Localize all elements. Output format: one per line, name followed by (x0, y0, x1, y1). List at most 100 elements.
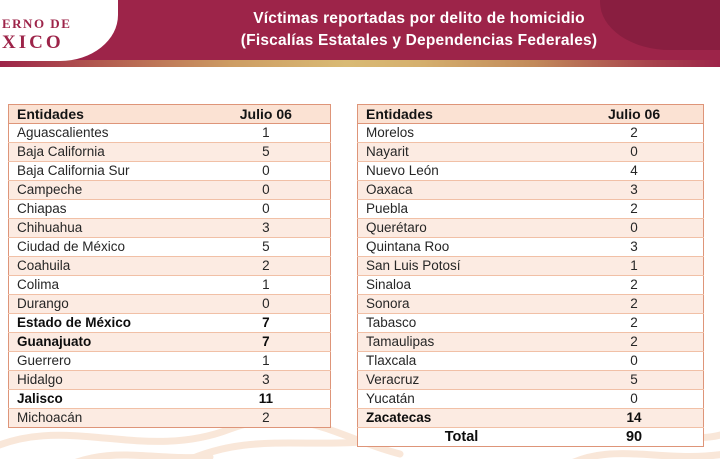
entity-cell: Chihuahua (8, 218, 202, 238)
value-cell: 11 (201, 389, 331, 409)
entity-cell: Colima (8, 275, 202, 295)
value-cell: 0 (201, 180, 331, 200)
entity-cell: Hidalgo (8, 370, 202, 390)
page-title: Víctimas reportadas por delito de homici… (130, 0, 708, 60)
entity-cell: Baja California (8, 142, 202, 162)
logo-text-line2: XICO (2, 32, 64, 53)
table-row: Tamaulipas 2 (357, 332, 704, 352)
table-row: Campeche 0 (8, 180, 331, 200)
entity-cell: Yucatán (357, 389, 566, 409)
entity-cell: Chiapas (8, 199, 202, 219)
value-cell: 0 (565, 389, 704, 409)
table-row: San Luis Potosí 1 (357, 256, 704, 276)
value-cell: 0 (565, 218, 704, 238)
column-header-julio06: Julio 06 (565, 104, 704, 124)
table-row: Ciudad de México 5 (8, 237, 331, 257)
header-banner: Víctimas reportadas por delito de homici… (0, 0, 720, 61)
table-row: Aguascalientes 1 (8, 123, 331, 143)
value-cell: 0 (201, 161, 331, 181)
value-cell: 5 (201, 237, 331, 257)
entity-cell: Baja California Sur (8, 161, 202, 181)
table-row: Oaxaca 3 (357, 180, 704, 200)
value-cell: 1 (201, 123, 331, 143)
value-cell: 5 (201, 142, 331, 162)
value-cell: 14 (565, 408, 704, 428)
table-row: Chiapas 0 (8, 199, 331, 219)
table-row: Quintana Roo 3 (357, 237, 704, 257)
value-cell: 3 (201, 370, 331, 390)
table-row: Sinaloa 2 (357, 275, 704, 295)
gobierno-de-mexico-logo: ERNO DE XICO (0, 0, 118, 61)
table-row: Guanajuato 7 (8, 332, 331, 352)
value-cell: 2 (262, 410, 270, 425)
table-row: Puebla 2 (357, 199, 704, 219)
value-cell: 0 (565, 351, 704, 371)
total-value-cell: 90 (625, 429, 643, 445)
table-row: Baja California Sur 0 (8, 161, 331, 181)
table-row: Morelos 2 (357, 123, 704, 143)
page-title-line2: (Fiscalías Estatales y Dependencias Fede… (240, 32, 598, 49)
entity-cell: Nuevo León (357, 161, 566, 181)
value-cell: 0 (201, 294, 331, 314)
entity-cell: Nayarit (357, 142, 566, 162)
value-cell: 4 (565, 161, 704, 181)
entity-cell: Tamaulipas (357, 332, 566, 352)
value-cell: 3 (565, 237, 704, 257)
table-row: Jalisco 11 (8, 389, 331, 409)
logo-text-line1: ERNO DE (2, 16, 72, 31)
value-cell: 0 (565, 142, 704, 162)
value-cell: 1 (201, 351, 331, 371)
value-cell: 2 (565, 332, 704, 352)
table-row: Zacatecas 14 (357, 408, 704, 428)
table-header-row: Entidades Julio 06 (8, 104, 331, 124)
table-row: Nayarit 0 (357, 142, 704, 162)
table-row: Sonora 2 (357, 294, 704, 314)
value-cell: 5 (565, 370, 704, 390)
table-header-row: Entidades Julio 06 (357, 104, 704, 124)
value-cell: 2 (565, 313, 704, 333)
entity-cell: San Luis Potosí (357, 256, 566, 276)
table-row: Chihuahua 3 (8, 218, 331, 238)
table-row: Yucatán 0 (357, 389, 704, 409)
entity-cell: Estado de México (8, 313, 202, 333)
total-label-cell: Total (444, 429, 479, 445)
entity-cell: Aguascalientes (8, 123, 202, 143)
value-cell: 2 (565, 294, 704, 314)
table-row: Veracruz 5 (357, 370, 704, 390)
column-header-entidades: Entidades (8, 104, 202, 124)
entity-cell: Guerrero (8, 351, 202, 371)
victims-table-right: Entidades Julio 06 Morelos 2 Nayarit 0 Nuevo… (357, 104, 704, 447)
table-row: Tlaxcala 0 (357, 351, 704, 371)
value-cell: 1 (565, 256, 704, 276)
value-cell: 1 (201, 275, 331, 295)
entity-cell: Jalisco (8, 389, 202, 409)
entity-cell: Veracruz (357, 370, 566, 390)
entity-cell: Sonora (357, 294, 566, 314)
entity-cell: Zacatecas (357, 408, 566, 428)
table-row: Tabasco 2 (357, 313, 704, 333)
entity-cell: Campeche (8, 180, 202, 200)
table-row: Hidalgo 3 (8, 370, 331, 390)
entity-cell: Tlaxcala (357, 351, 566, 371)
entity-cell: Ciudad de México (8, 237, 202, 257)
entity-cell: Coahuila (8, 256, 202, 276)
table-row: Guerrero 1 (8, 351, 331, 371)
entity-cell: Durango (8, 294, 202, 314)
table-row: Colima 1 (8, 275, 331, 295)
value-cell: 7 (201, 313, 331, 333)
column-header-julio06: Julio 06 (201, 104, 331, 124)
entity-cell: Michoacán (17, 410, 83, 425)
table-row: Nuevo León 4 (357, 161, 704, 181)
victims-table-left: Entidades Julio 06 Aguascalientes 1 Baja C… (8, 104, 331, 428)
entity-cell: Sinaloa (357, 275, 566, 295)
entity-cell: Querétaro (357, 218, 566, 238)
total-row: Total 90 (357, 427, 704, 447)
table-row: Querétaro 0 (357, 218, 704, 238)
table-row: Durango 0 (8, 294, 331, 314)
value-cell: 7 (201, 332, 331, 352)
gold-gradient-strip (0, 60, 720, 67)
value-cell: 3 (201, 218, 331, 238)
table-row: Coahuila 2 (8, 256, 331, 276)
value-cell: 3 (565, 180, 704, 200)
